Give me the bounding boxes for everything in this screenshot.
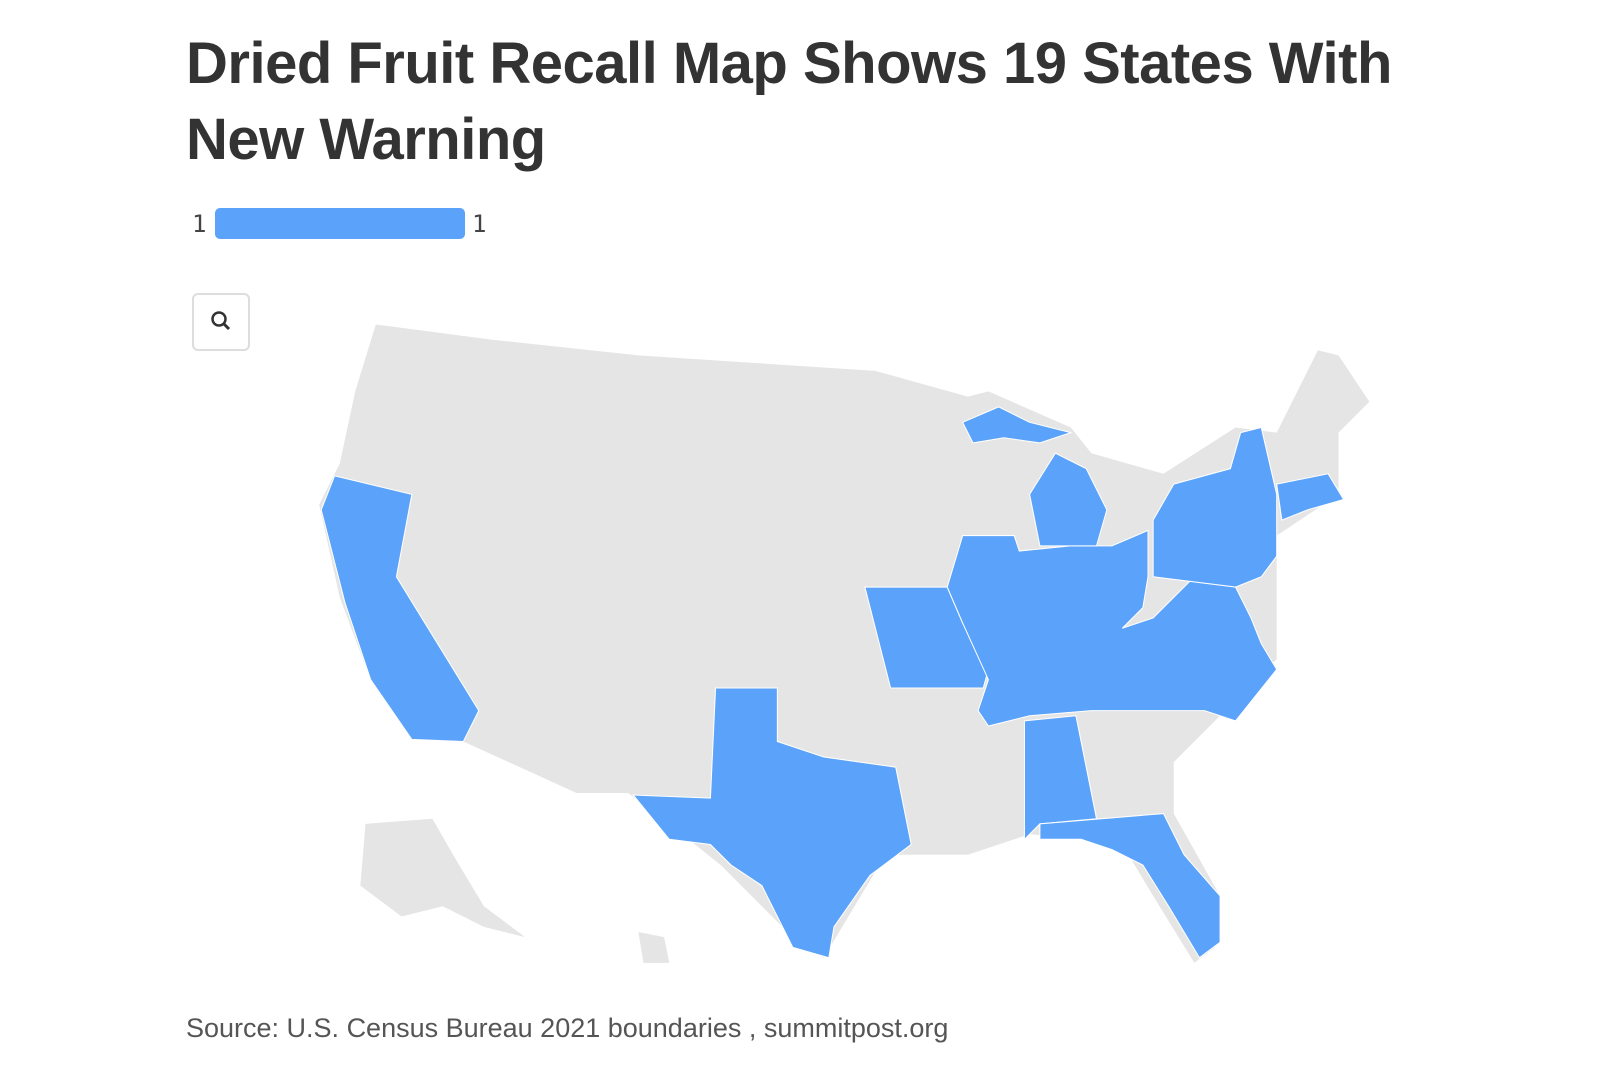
search-button[interactable] (192, 293, 250, 351)
search-icon (211, 311, 231, 331)
title: Dried Fruit Recall Map Shows 19 States W… (186, 31, 1392, 172)
state-shape (961, 406, 1073, 444)
state-shape (320, 475, 480, 743)
us-outline (319, 324, 1370, 963)
source: Source: U.S. Census Bureau 2021 boundari… (186, 1013, 949, 1043)
state-shape (1039, 813, 1221, 959)
state-shape (1276, 473, 1345, 521)
hawaii (638, 931, 670, 963)
legend-min: 1 (192, 210, 207, 238)
state-shape (1152, 426, 1278, 588)
alaska (360, 818, 526, 938)
state-shape (632, 687, 912, 959)
legend-bar (215, 208, 465, 239)
legend-max: 1 (472, 210, 487, 238)
state-shape (1029, 452, 1108, 547)
